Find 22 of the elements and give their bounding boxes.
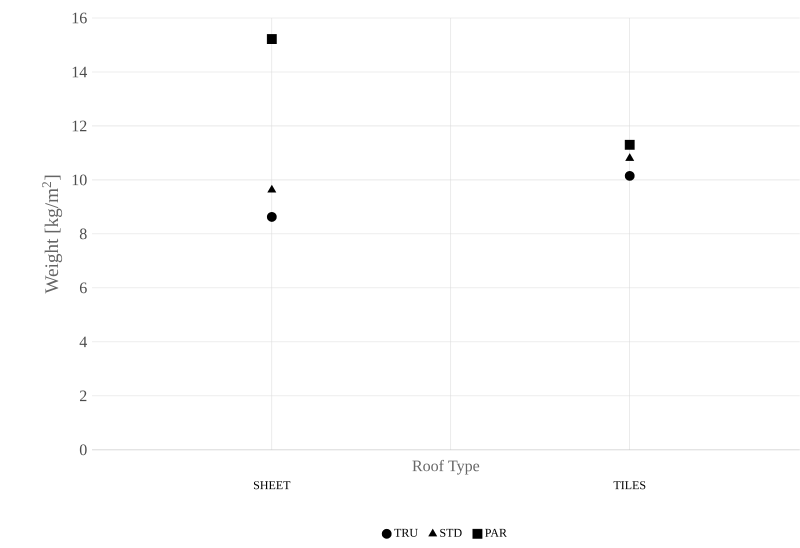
point <box>268 185 276 193</box>
point <box>266 34 277 44</box>
y-tick-label: 16 <box>72 12 87 24</box>
x-tick-label: SHEET <box>254 481 290 490</box>
y-tick-label: 8 <box>80 228 87 240</box>
y-tick-label: 6 <box>80 282 87 294</box>
point <box>266 212 277 222</box>
point <box>624 140 635 150</box>
y-tick-label: 0 <box>80 444 87 456</box>
legend-label: STD <box>440 528 462 538</box>
y-tick-label: 14 <box>72 66 88 78</box>
x-tick-label: TILES <box>614 481 646 490</box>
y-tick-label: 4 <box>80 336 88 348</box>
y-tick-label: 12 <box>72 120 86 132</box>
point <box>624 171 635 181</box>
legend-label: TRU <box>394 528 418 537</box>
point <box>625 153 634 162</box>
x-axis-title: Roof Type <box>412 460 480 475</box>
y-axis-title: Weight [kg/m$^{2}$] <box>42 176 62 294</box>
y-tick-label: 10 <box>72 174 87 186</box>
y-tick-label: 2 <box>80 390 86 402</box>
legend-label: PAR <box>485 528 507 537</box>
